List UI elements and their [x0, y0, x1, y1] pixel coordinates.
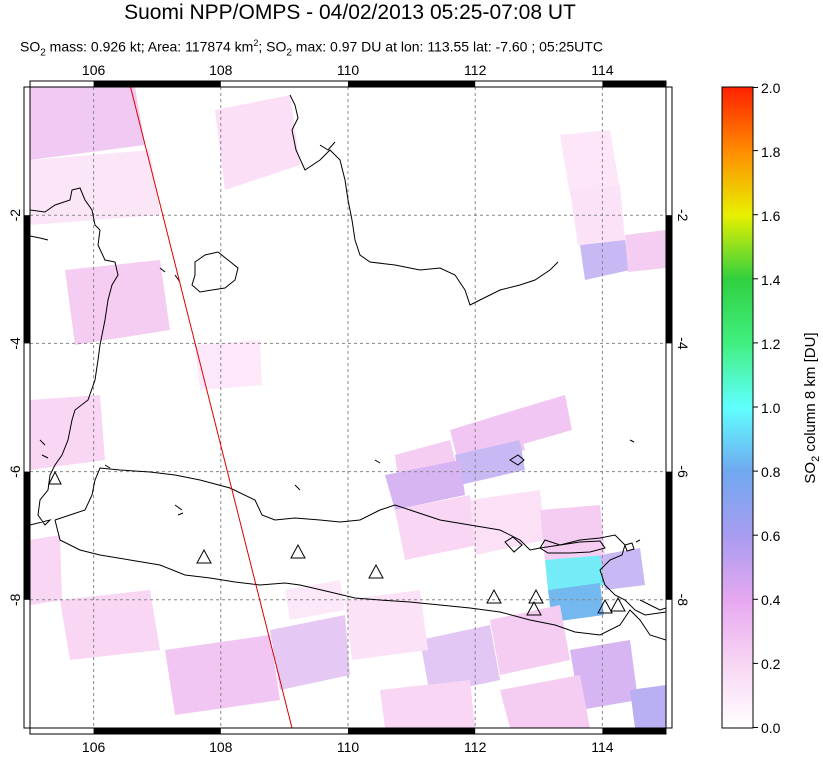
colorbar: 0.0 0.2 0.4 0.6 0.8 1.0 1.2 1.4 1.6 1.8 … — [721, 80, 822, 736]
lon-tick-top: 106 — [82, 62, 106, 78]
lon-tick-bottom: 110 — [337, 739, 360, 755]
colorbar-tick: 0.4 — [761, 592, 781, 608]
map-frame — [23, 80, 673, 735]
volcano-marker-icon — [486, 588, 502, 604]
coastlines — [30, 94, 666, 641]
colorbar-tick: 0.8 — [761, 464, 781, 480]
so2-pixels — [30, 87, 666, 728]
colorbar-tick: 1.4 — [761, 272, 781, 288]
lon-tick-bottom: 112 — [464, 739, 487, 755]
lon-tick-bottom: 114 — [591, 739, 614, 755]
lon-tick-top: 112 — [464, 62, 487, 78]
colorbar-tick: 1.2 — [761, 336, 781, 352]
colorbar-tick: 0.6 — [761, 528, 781, 544]
volcano-marker-icon — [368, 563, 384, 579]
satellite-track — [130, 86, 293, 729]
lon-tick-top: 114 — [591, 62, 614, 78]
volcano-marker-icon — [610, 596, 626, 612]
lat-tick-right: -4 — [675, 337, 691, 350]
lat-tick-right: -2 — [675, 209, 691, 222]
lat-tick-right: -8 — [675, 594, 691, 607]
lon-tick-labels: 106 108 110 112 114 106 108 110 112 114 — [82, 62, 614, 755]
colorbar-tick: 0.0 — [761, 720, 781, 736]
lat-tick-left: -6 — [7, 465, 23, 478]
lat-tick-left: -8 — [7, 593, 23, 606]
volcano-marker-icon — [526, 600, 542, 616]
map-subtitle: SO2 mass: 0.926 kt; Area: 117874 km2; SO… — [20, 38, 603, 59]
colorbar-tick: 1.0 — [761, 400, 781, 416]
lat-tick-left: -4 — [7, 337, 23, 350]
lat-tick-labels: -2 -4 -6 -8 -2 -4 -6 -8 — [7, 209, 691, 606]
lat-tick-left: -2 — [7, 209, 23, 222]
volcano-marker-icon — [196, 548, 212, 564]
colorbar-gradient — [721, 86, 754, 729]
colorbar-tick: 0.2 — [761, 656, 781, 672]
volcano-marker-icon — [597, 598, 613, 614]
lat-tick-right: -6 — [675, 465, 691, 478]
volcano-marker-icon — [290, 543, 306, 559]
lon-tick-top: 110 — [337, 62, 360, 78]
lon-tick-bottom: 106 — [82, 739, 106, 755]
colorbar-tick: 1.6 — [761, 208, 781, 224]
colorbar-tick: 1.8 — [761, 144, 781, 160]
colorbar-tick: 2.0 — [761, 80, 781, 96]
volcano-marker-icon — [528, 588, 544, 604]
colorbar-title: SO2 column 8 km [DU] — [802, 332, 822, 483]
lon-tick-top: 108 — [209, 62, 233, 78]
map-title: Suomi NPP/OMPS - 04/02/2013 05:25-07:08 … — [124, 1, 576, 24]
volcano-markers — [48, 470, 626, 616]
graticule — [30, 87, 666, 728]
lon-tick-bottom: 108 — [209, 739, 233, 755]
volcano-marker-icon — [48, 470, 62, 485]
